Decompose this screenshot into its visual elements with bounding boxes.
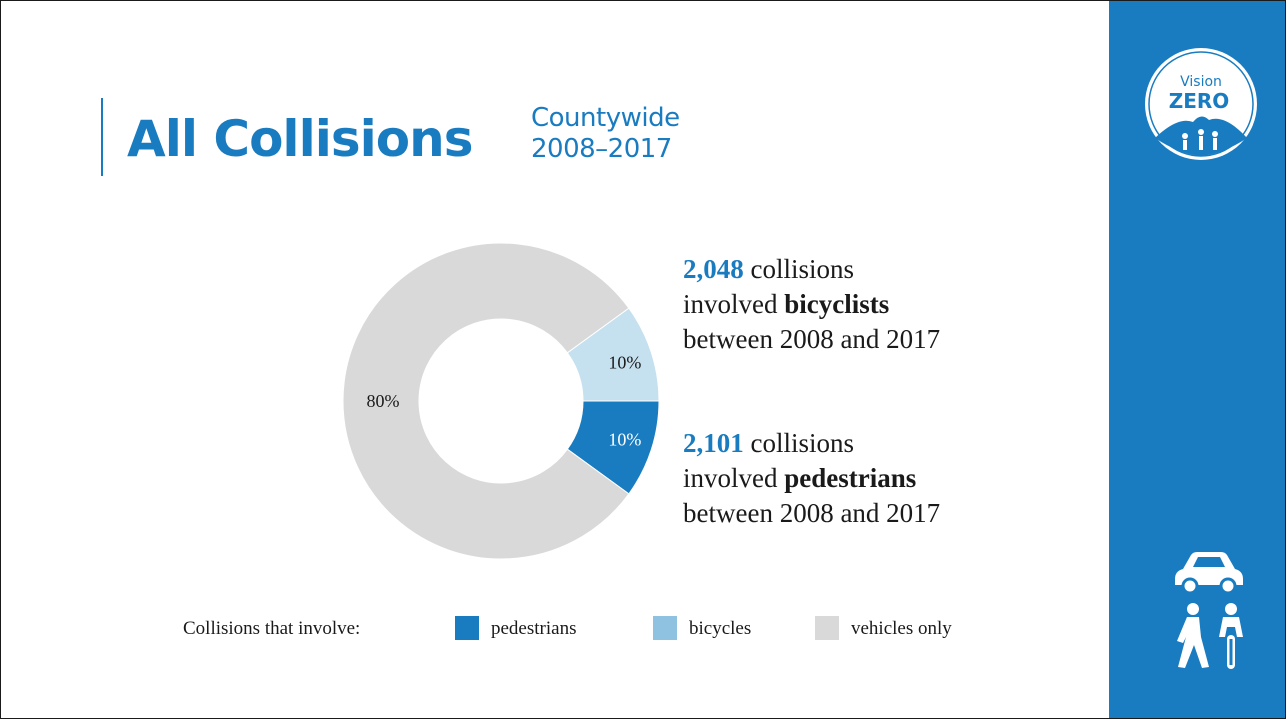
- legend-title: Collisions that involve:: [183, 618, 361, 639]
- title-accent-line: [101, 98, 103, 176]
- vision-zero-logo: Vision ZERO: [1145, 48, 1257, 160]
- stat-pedestrians-text: collisions: [743, 428, 855, 458]
- subtitle: Countywide 2008–2017: [531, 103, 680, 165]
- donut-chart: 10% 10% 80%: [342, 242, 660, 560]
- cyclist-icon: [1219, 603, 1243, 669]
- pedestrian-cyclist-icon: [1177, 603, 1243, 669]
- donut-label-vehicles-only: 80%: [367, 391, 400, 411]
- legend-swatch-pedestrians: [455, 616, 479, 640]
- stat-pedestrians: 2,101 collisions involved pedestrians be…: [683, 426, 940, 531]
- stat-bicyclists-number: 2,048: [683, 254, 744, 284]
- stat-bicyclists-involved: involved: [683, 289, 785, 319]
- legend-label-pedestrians: pedestrians: [491, 618, 577, 639]
- subtitle-years: 2008–2017: [531, 134, 672, 164]
- stat-bicyclists-text: collisions: [743, 254, 855, 284]
- donut-slice-vehicles-only: [342, 242, 630, 560]
- logo-text-vision: Vision: [1180, 74, 1222, 90]
- donut-label-bicycles: 10%: [608, 353, 641, 373]
- stat-pedestrians-period: between 2008 and 2017: [683, 498, 941, 528]
- stat-bicyclists-emphasis: bicyclists: [784, 289, 890, 319]
- stat-pedestrians-involved: involved: [683, 463, 785, 493]
- donut-label-pedestrians: 10%: [608, 429, 641, 449]
- subtitle-region: Countywide: [531, 103, 680, 133]
- logo-text-zero: ZERO: [1169, 89, 1230, 113]
- legend-label-vehicles-only: vehicles only: [851, 618, 952, 639]
- legend-swatch-vehicles-only: [815, 616, 839, 640]
- stat-pedestrians-number: 2,101: [683, 428, 744, 458]
- legend-swatch-bicycles: [653, 616, 677, 640]
- car-icon: [1175, 552, 1243, 595]
- page-title: All Collisions: [127, 110, 473, 168]
- stat-pedestrians-emphasis: pedestrians: [784, 463, 917, 493]
- stat-bicyclists-period: between 2008 and 2017: [683, 324, 941, 354]
- legend-label-bicycles: bicycles: [689, 618, 752, 639]
- pedestrian-icon: [1177, 603, 1209, 668]
- stat-bicyclists: 2,048 collisions involved bicyclists bet…: [683, 252, 940, 357]
